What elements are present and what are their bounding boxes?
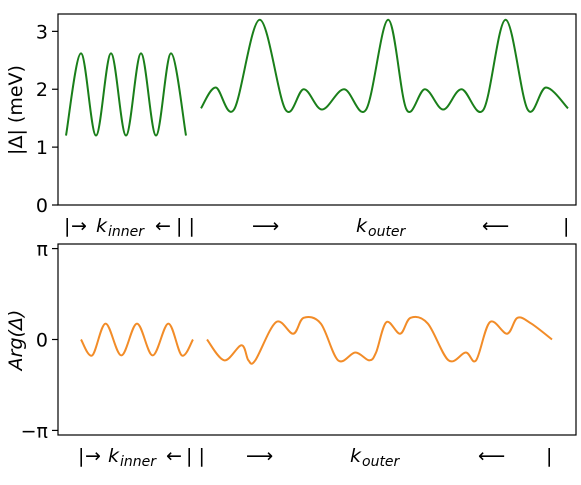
- bottom-k-inner: k: [108, 445, 120, 467]
- bottom-x-labels: | → k inner ← | | ⟶ k outer ⟵ |: [78, 445, 552, 470]
- bottom-y-axis-label: Arg(Δ): [5, 310, 27, 373]
- top-y-tick-label: 3: [36, 21, 48, 43]
- top-outer-arrow-left: ⟵: [482, 215, 509, 237]
- top-left-bar: |: [64, 215, 70, 237]
- top-separator: | |: [176, 215, 195, 237]
- bottom-panel: π 0 −π Arg(Δ) | → k inner ← | | ⟶ k outer …: [5, 239, 577, 470]
- bottom-series-inner-line: [80, 322, 194, 357]
- bottom-inner-sub: inner: [120, 454, 157, 470]
- top-outer-arrow-right: ⟶: [252, 215, 279, 237]
- bottom-y-ticks: π 0 −π: [21, 239, 58, 442]
- bottom-series: [80, 315, 553, 365]
- bottom-arrow-right: →: [85, 445, 101, 467]
- top-x-labels: | → k inner ← | | ⟶ k outer ⟵ |: [64, 215, 569, 240]
- bottom-y-tick-label: π: [37, 239, 48, 261]
- top-series: [65, 18, 569, 137]
- top-panel: 0 1 2 3 |Δ| (meV) | → k inner ← | | ⟶ k out…: [5, 13, 577, 240]
- bottom-outer-sub: outer: [362, 454, 401, 470]
- top-y-tick-label: 1: [36, 137, 48, 159]
- bottom-arrow-left: ←: [166, 445, 182, 467]
- top-inner-sub: inner: [108, 224, 145, 240]
- bottom-right-bar: |: [546, 445, 552, 467]
- top-series-inner-line: [65, 52, 187, 137]
- top-arrow-left: ←: [155, 215, 171, 237]
- bottom-left-bar: |: [78, 445, 84, 467]
- bottom-k-outer: k: [350, 445, 362, 467]
- top-y-ticks: 0 1 2 3: [36, 21, 58, 217]
- bottom-y-tick-label: −π: [21, 420, 48, 442]
- top-y-axis-label: |Δ| (meV): [5, 65, 27, 155]
- bottom-outer-arrow-left: ⟵: [478, 445, 505, 467]
- top-k-outer: k: [356, 215, 368, 237]
- bottom-outer-arrow-right: ⟶: [246, 445, 273, 467]
- bottom-series-outer-line: [206, 315, 553, 365]
- top-arrow-right: →: [71, 215, 87, 237]
- top-y-tick-label: 2: [36, 79, 48, 101]
- top-outer-sub: outer: [368, 224, 407, 240]
- top-k-inner: k: [96, 215, 108, 237]
- bottom-separator: | |: [186, 445, 205, 467]
- top-series-outer-line: [200, 18, 569, 113]
- bottom-y-tick-label: 0: [36, 330, 48, 352]
- top-right-bar: |: [563, 215, 569, 237]
- top-plot-frame: [57, 13, 577, 206]
- top-y-tick-label: 0: [36, 195, 48, 217]
- bottom-plot-frame: [57, 243, 577, 436]
